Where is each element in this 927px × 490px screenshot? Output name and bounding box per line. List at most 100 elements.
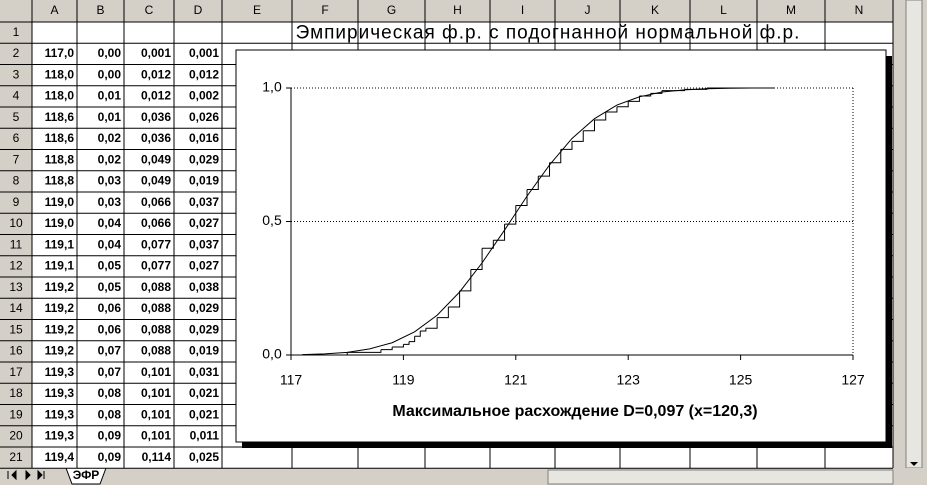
cell: 0,036 <box>141 131 171 145</box>
y-tick-label: 1,0 <box>262 79 282 95</box>
cell: 0,114 <box>142 450 172 464</box>
row-number: 16 <box>9 344 23 358</box>
column-header: H <box>453 3 462 17</box>
row-number: 21 <box>9 450 23 464</box>
scroll-down-arrow[interactable] <box>910 462 918 466</box>
cell: 0,012 <box>141 89 171 103</box>
cell: 0,00 <box>98 67 122 81</box>
horizontal-scrollbar[interactable] <box>547 469 894 485</box>
cell: 0,088 <box>141 322 171 336</box>
x-tick-label: 125 <box>729 372 753 388</box>
empirical-step <box>420 328 427 332</box>
cell: 0,07 <box>98 344 122 358</box>
fitted-curve <box>302 87 775 356</box>
cell: 118,8 <box>45 174 75 188</box>
cell: 0,049 <box>141 174 171 188</box>
empirical-step <box>515 189 528 206</box>
column-header: I <box>521 3 524 17</box>
empirical-step <box>425 317 438 329</box>
column-header: B <box>96 3 104 17</box>
cell: 0,031 <box>189 365 219 379</box>
cell: 0,03 <box>98 174 122 188</box>
column-header: L <box>720 3 727 17</box>
x-tick-label: 123 <box>617 372 641 388</box>
cell: 0,08 <box>98 407 122 421</box>
cell: 0,027 <box>189 259 219 273</box>
column-header: J <box>585 3 591 17</box>
cell: 0,038 <box>189 280 219 294</box>
cell: 118,6 <box>45 110 75 124</box>
cell: 0,02 <box>98 131 122 145</box>
cell: 0,07 <box>98 365 122 379</box>
cell: 0,088 <box>141 301 171 315</box>
column-header: C <box>145 3 154 17</box>
cell: 0,025 <box>189 450 219 464</box>
sheet-tab[interactable] <box>65 467 107 485</box>
x-tick-label: 117 <box>280 372 303 388</box>
cell: 0,06 <box>98 322 122 336</box>
column-header: D <box>194 3 203 17</box>
empirical-step <box>448 290 461 308</box>
cell: 119,3 <box>45 407 75 421</box>
cell: 0,09 <box>98 450 122 464</box>
column-header: E <box>253 3 261 17</box>
cell: 0,016 <box>189 131 219 145</box>
cell: 0,01 <box>98 110 122 124</box>
cell: 0,08 <box>98 386 122 400</box>
cell: 0,05 <box>98 259 122 273</box>
empirical-step <box>347 349 382 353</box>
cell: 0,06 <box>98 301 122 315</box>
row-number: 4 <box>13 89 20 103</box>
sheet-tab-label[interactable]: ЭФР <box>73 468 100 482</box>
row-number: 2 <box>13 46 20 60</box>
empirical-step <box>594 112 607 121</box>
empirical-step <box>560 141 573 150</box>
sheet-nav-arrows[interactable] <box>7 469 45 481</box>
x-tick-label: 127 <box>841 372 865 388</box>
cell: 119,3 <box>45 386 75 400</box>
row-number: 14 <box>9 301 23 315</box>
cell: 0,002 <box>189 89 219 103</box>
cell: 0,037 <box>189 195 219 209</box>
column-header: N <box>855 3 864 17</box>
cell: 0,012 <box>141 67 171 81</box>
empirical-step <box>616 101 629 108</box>
cell: 0,036 <box>141 110 171 124</box>
row-number: 9 <box>13 195 20 209</box>
y-tick-label: 0,0 <box>262 346 282 362</box>
cell: 0,011 <box>190 429 220 443</box>
chart-title: Эмпирическая ф.р. с подогнанной нормальн… <box>296 23 801 44</box>
cell: 0,088 <box>141 280 171 294</box>
cell: 0,02 <box>98 152 122 166</box>
cell: 119,0 <box>45 216 75 230</box>
cell: 0,04 <box>98 237 122 251</box>
empirical-step <box>628 96 640 102</box>
cell: 119,3 <box>45 365 75 379</box>
cell: 117,0 <box>45 46 75 60</box>
cell: 119,1 <box>45 259 75 273</box>
cell: 0,029 <box>189 322 219 336</box>
row-number: 7 <box>13 152 20 166</box>
empirical-step <box>380 346 393 351</box>
cell: 0,019 <box>189 344 219 358</box>
empirical-step <box>470 248 483 271</box>
column-header: F <box>321 3 328 17</box>
cell: 0,077 <box>141 259 171 273</box>
row-number: 13 <box>9 280 23 294</box>
cell: 0,019 <box>189 174 219 188</box>
row-number: 12 <box>9 259 23 273</box>
empirical-step <box>583 120 595 132</box>
empirical-step <box>572 130 584 142</box>
column-header: G <box>387 3 396 17</box>
x-tick-label: 121 <box>504 372 528 388</box>
cell: 0,101 <box>141 365 171 379</box>
empirical-step <box>403 341 410 345</box>
empirical-step <box>549 149 562 164</box>
cell: 0,101 <box>141 386 171 400</box>
row-number: 10 <box>9 216 23 230</box>
cell: 0,029 <box>189 301 219 315</box>
cell: 0,026 <box>189 110 219 124</box>
cell: 0,012 <box>189 67 219 81</box>
